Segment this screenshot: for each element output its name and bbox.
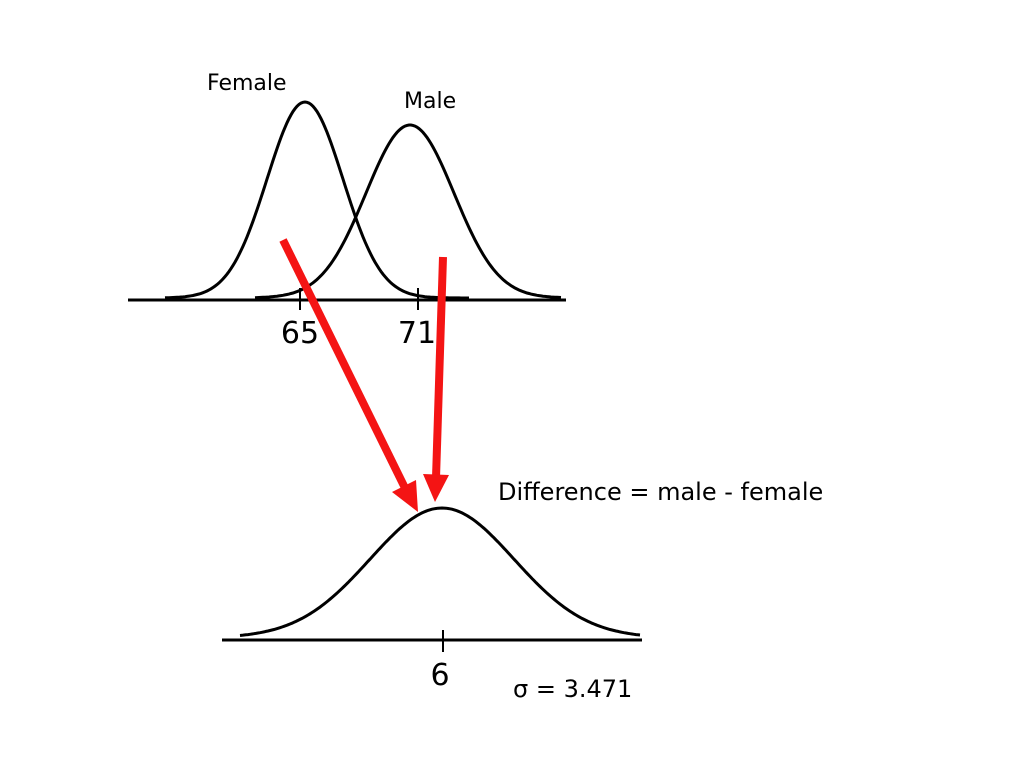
curve-label: Female: [207, 71, 287, 96]
tick-label: 65: [281, 316, 319, 351]
arrow: [432, 256, 447, 479]
arrowhead: [392, 480, 418, 512]
tick-label: 71: [398, 316, 436, 351]
sigma-note: σ = 3.471: [513, 675, 632, 703]
arrow: [279, 238, 409, 490]
curve-label: Male: [404, 89, 456, 114]
tick-label: 6: [430, 658, 449, 693]
arrowhead: [423, 474, 449, 502]
plot-title: Difference = male - female: [498, 478, 823, 506]
difference-curve: [239, 506, 641, 637]
